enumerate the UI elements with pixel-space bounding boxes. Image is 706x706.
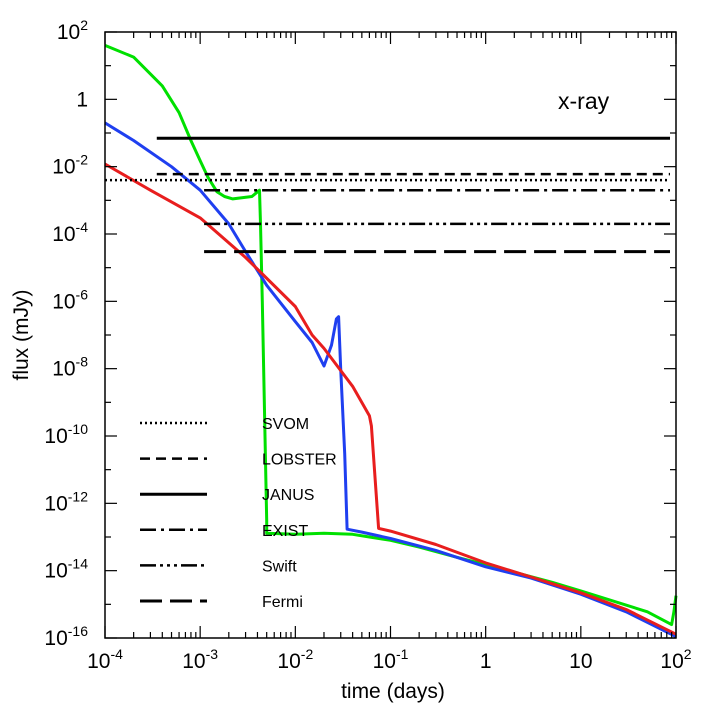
y-tick-label: 10-2	[52, 152, 88, 179]
x-axis-label: time (days)	[341, 680, 445, 703]
legend-label: EXIST	[262, 523, 308, 540]
axis-ticks	[104, 31, 677, 639]
legend-label: LOBSTER	[262, 452, 337, 469]
y-tick-label: 10-6	[52, 286, 88, 313]
legend: SVOM LOBSTER JANUS EXIST Swift Fermi	[140, 416, 337, 611]
model-curve-3	[104, 162, 677, 636]
annotation-label: x-ray	[558, 88, 610, 114]
plot-frame	[104, 31, 677, 639]
x-tick-label: 10-4	[87, 646, 123, 673]
y-tick-labels: 102 1 10-2 10-4 10-6 10-8 10-10 10-12 10-14 10-16	[44, 17, 88, 650]
x-tick-label: 10-1	[373, 646, 409, 673]
instrument-lines	[105, 136, 670, 254]
x-tick-label: 10-3	[182, 646, 218, 673]
y-tick-label: 10-4	[52, 219, 88, 246]
y-tick-label: 10-14	[44, 556, 88, 583]
y-axis-label: flux (mJy)	[10, 290, 33, 381]
model-curve-2	[104, 121, 677, 638]
y-tick-label: 1	[76, 88, 88, 111]
y-tick-label: 102	[57, 17, 88, 44]
legend-label: JANUS	[262, 487, 314, 504]
chart-curves	[104, 44, 678, 638]
y-tick-label: 10-12	[44, 488, 88, 515]
y-tick-label: 10-16	[44, 623, 88, 650]
legend-label: Fermi	[262, 594, 303, 611]
x-tick-label: 10-2	[277, 646, 313, 673]
legend-label: SVOM	[262, 416, 309, 433]
y-tick-label: 10-8	[52, 354, 88, 381]
x-tick-label: 10	[569, 650, 592, 673]
x-tick-label: 102	[660, 646, 691, 673]
y-tick-label: 10-10	[44, 421, 88, 448]
x-tick-labels: 10-4 10-3 10-2 10-1 1 10 102	[87, 646, 692, 673]
x-tick-label: 1	[480, 650, 492, 673]
legend-label: Swift	[262, 558, 297, 575]
